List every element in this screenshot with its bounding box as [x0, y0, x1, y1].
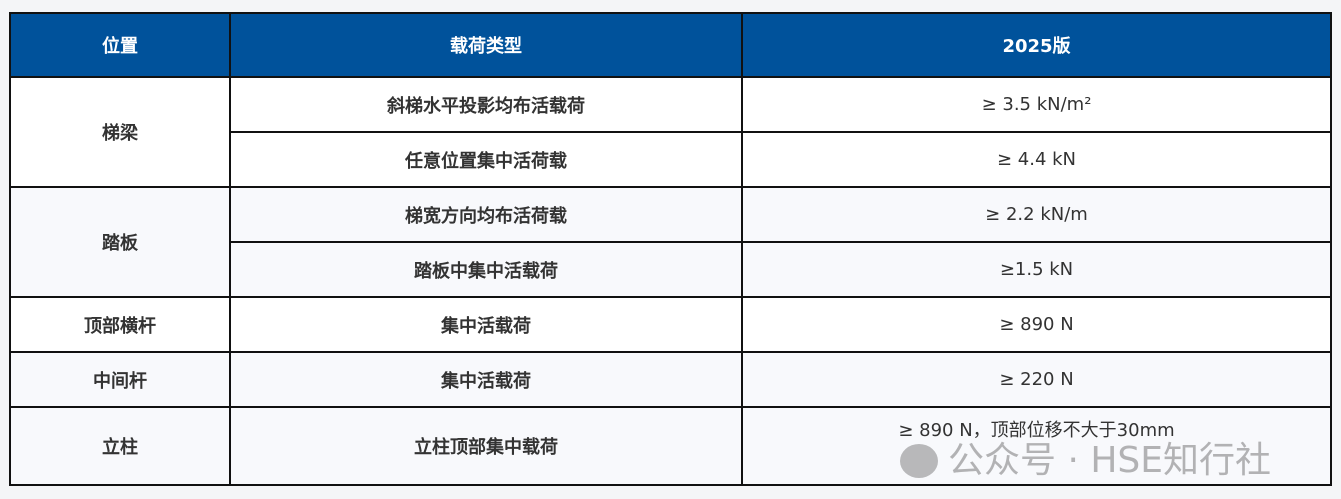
load-table: 位置 载荷类型 2025版 梯梁 斜梯水平投影均布活载荷 ≥ 3.5 kN/m²… [9, 12, 1332, 486]
header-2025: 2025版 [741, 12, 1332, 78]
position-cell: 中间杆 [9, 351, 231, 408]
load-cell: 任意位置集中活荷载 [229, 131, 743, 188]
value-cell: ≥ 3.5 kN/m² [741, 76, 1332, 133]
value-cell: ≥1.5 kN [741, 241, 1332, 298]
load-cell: 梯宽方向均布活荷载 [229, 186, 743, 243]
table-row: 顶部横杆 集中活载荷 ≥ 890 N [9, 296, 1332, 353]
position-cell: 梯梁 [9, 76, 231, 188]
table-row: 踏板 梯宽方向均布活荷载 ≥ 2.2 kN/m [9, 186, 1332, 298]
value-cell: ≥ 2.2 kN/m [741, 186, 1332, 243]
table-row: 踏板中集中活载荷 ≥1.5 kN [10, 241, 1332, 298]
position-cell: 立柱 [9, 406, 231, 486]
table-row: 任意位置集中活荷载 ≥ 4.4 kN [10, 131, 1332, 188]
table-row: 中间杆 集中活载荷 ≥ 220 N [9, 351, 1332, 408]
value-cell: ≥ 220 N [741, 351, 1332, 408]
value-cell: ≥ 890 N [741, 296, 1332, 353]
table-row: 梯梁 斜梯水平投影均布活载荷 ≥ 3.5 kN/m² [9, 76, 1332, 188]
position-cell: 顶部横杆 [9, 296, 231, 353]
value-cell: ≥ 4.4 kN [741, 131, 1332, 188]
load-cell: 斜梯水平投影均布活载荷 [229, 76, 743, 133]
value-cell: ≥ 890 N，顶部位移不大于30mm [741, 406, 1332, 486]
header-position: 位置 [9, 12, 231, 78]
header-load-type: 载荷类型 [229, 12, 743, 78]
load-cell: 集中活载荷 [229, 296, 743, 353]
table-row: 立柱 立柱顶部集中载荷 ≥ 890 N，顶部位移不大于30mm [9, 406, 1332, 486]
load-cell: 立柱顶部集中载荷 [229, 406, 743, 486]
position-cell: 踏板 [9, 186, 231, 298]
header-row: 位置 载荷类型 2025版 [9, 12, 1332, 78]
load-cell: 集中活载荷 [229, 351, 743, 408]
load-cell: 踏板中集中活载荷 [229, 241, 743, 298]
